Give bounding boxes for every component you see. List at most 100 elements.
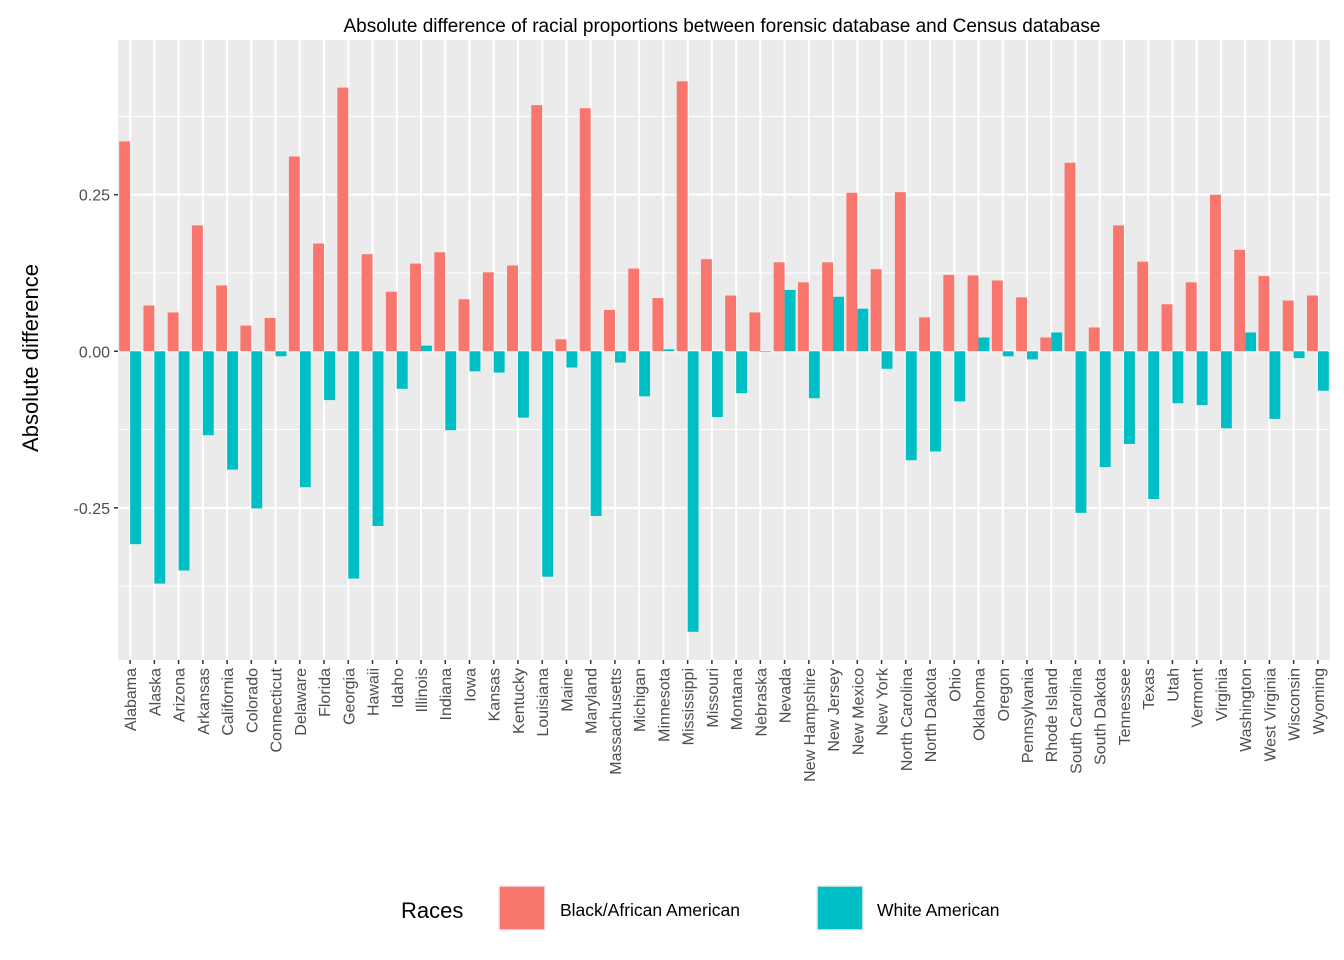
bar-white-american: [1027, 351, 1038, 360]
bar-black-african-american: [943, 274, 955, 352]
legend-swatch-black-african-american: [498, 885, 546, 931]
x-tick-label: New Mexico: [850, 668, 867, 755]
x-tick-label: Indiana: [438, 668, 455, 721]
bar-black-african-american: [700, 259, 712, 352]
bar-black-african-american: [1185, 282, 1197, 352]
bar-black-african-american: [507, 265, 518, 352]
bar-white-american: [566, 351, 578, 368]
x-tick-label: Delaware: [293, 668, 310, 736]
bar-white-american: [736, 351, 748, 394]
bar-white-american: [1269, 351, 1281, 419]
bar-black-african-american: [1113, 225, 1124, 352]
x-tick-label: Washington: [1238, 668, 1255, 752]
bar-white-american: [348, 351, 360, 579]
x-tick-label: West Virginia: [1262, 668, 1279, 762]
bar-black-african-american: [1161, 304, 1173, 352]
chart-title: Absolute difference of racial proportion…: [344, 16, 1101, 37]
y-tick-label: -0.25: [74, 501, 111, 518]
bar-black-african-american: [434, 252, 446, 352]
bar-white-american: [1317, 351, 1329, 391]
bar-black-african-american: [967, 275, 979, 352]
bar-black-african-american: [579, 108, 591, 352]
bar-black-african-american: [458, 299, 470, 352]
bar-white-american: [1245, 332, 1257, 352]
bar-white-american: [711, 351, 723, 418]
bar-white-american: [469, 351, 481, 372]
bar-black-african-american: [725, 295, 737, 352]
bar-white-american: [1220, 351, 1232, 429]
x-tick-label: Texas: [1141, 668, 1158, 710]
bar-black-african-american: [1088, 327, 1100, 352]
bar-black-african-american: [870, 269, 882, 352]
x-tick-label: Idaho: [390, 668, 407, 708]
bar-black-african-american: [1064, 162, 1076, 352]
bar-white-american: [1196, 351, 1208, 406]
legend: Races Black/African American White Ameri…: [401, 885, 1000, 931]
legend-label-black-african-american: Black/African American: [560, 900, 740, 920]
bar-black-african-american: [919, 317, 931, 352]
x-tick-label: Mississippi: [681, 668, 698, 745]
bar-black-african-american: [531, 105, 543, 352]
bar-white-american: [154, 351, 166, 584]
x-tick-label: Tennessee: [1117, 668, 1134, 745]
legend-label-white-american: White American: [877, 900, 1000, 920]
x-tick-label: Arizona: [172, 668, 189, 722]
y-tick-label: 0.25: [79, 188, 110, 205]
bar-black-african-american: [1016, 297, 1027, 352]
bar-black-african-american: [846, 192, 858, 352]
bar-black-african-american: [894, 192, 906, 352]
x-tick-label: Maryland: [584, 668, 601, 734]
bar-white-american: [251, 351, 263, 509]
bar-white-american: [784, 289, 796, 352]
bar-black-african-american: [676, 81, 688, 352]
bar-white-american: [857, 308, 869, 352]
bar-black-african-american: [119, 141, 131, 352]
x-tick-label: South Dakota: [1093, 668, 1110, 765]
x-tick-label: New York: [875, 667, 892, 736]
bar-white-american: [445, 351, 457, 431]
bar-black-african-american: [628, 268, 640, 352]
y-tick-label: 0.00: [79, 344, 110, 361]
bar-black-african-american: [604, 309, 615, 352]
bar-white-american: [590, 351, 602, 516]
x-tick-label: Wyoming: [1311, 668, 1328, 735]
x-tick-label: Kansas: [487, 668, 504, 721]
x-tick-label: Nebraska: [753, 668, 770, 737]
x-tick-label: New Jersey: [826, 668, 843, 752]
bar-black-african-american: [264, 318, 276, 352]
x-tick-label: Missouri: [705, 668, 722, 728]
bar-white-american: [808, 351, 820, 399]
bar-black-african-american: [240, 325, 252, 352]
x-tick-label: Massachusetts: [608, 668, 625, 775]
bar-black-african-american: [216, 285, 228, 352]
bar-white-american: [178, 351, 190, 571]
bar-black-african-american: [191, 225, 203, 352]
x-tick-label: North Carolina: [899, 668, 916, 771]
y-axis-title: Absolute difference: [18, 264, 43, 452]
legend-title: Races: [401, 898, 463, 923]
bar-white-american: [517, 351, 529, 418]
x-tick-label: Ohio: [947, 668, 964, 702]
bar-white-american: [1148, 351, 1160, 500]
x-tick-label: Oregon: [996, 668, 1013, 721]
bar-white-american: [275, 351, 287, 357]
bar-black-african-american: [773, 262, 785, 352]
bar-black-african-american: [167, 312, 179, 352]
x-tick-label: Georgia: [341, 668, 358, 725]
x-tick-label: Alaska: [147, 668, 164, 716]
bar-white-american: [1172, 351, 1184, 404]
x-tick-label: California: [220, 668, 237, 736]
bar-white-american: [396, 351, 408, 389]
x-tick-label: Connecticut: [269, 667, 286, 752]
x-tick-label: Montana: [729, 668, 746, 730]
bar-white-american: [227, 351, 238, 470]
bar-white-american: [833, 296, 844, 352]
x-tick-label: Maine: [559, 668, 576, 712]
x-tick-label: Hawaii: [366, 668, 383, 716]
bars: [119, 81, 1329, 632]
bar-white-american: [1099, 351, 1111, 468]
x-tick-label: Vermont: [1190, 667, 1207, 727]
bar-white-american: [687, 351, 699, 632]
bar-black-african-american: [361, 254, 373, 352]
x-tick-label: Florida: [317, 668, 334, 717]
